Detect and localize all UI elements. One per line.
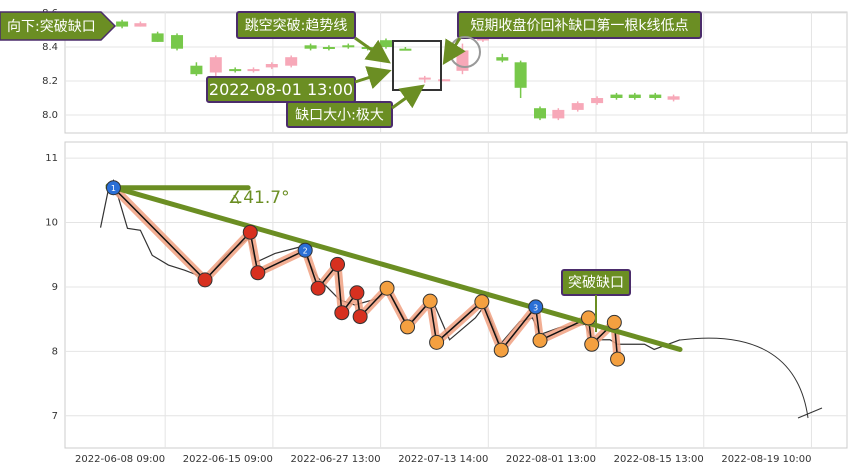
candle-body	[610, 94, 623, 98]
y-tick-label: 9	[52, 282, 58, 293]
y-tick-label: 8.4	[42, 42, 58, 53]
candle-body	[285, 57, 298, 66]
annotation: 2022-08-01 13:00	[209, 80, 353, 99]
candle-body	[628, 94, 641, 98]
candle-body	[151, 33, 164, 42]
pattern-line	[112, 187, 619, 360]
pattern-point	[606, 314, 622, 330]
projection-end	[797, 407, 823, 419]
arrow	[354, 36, 391, 64]
candle-body	[190, 65, 203, 75]
pattern-point	[105, 180, 121, 196]
x-tick-label: 2022-08-19 10:00	[721, 454, 811, 465]
pattern-point	[610, 351, 626, 367]
projection-arc	[679, 337, 809, 419]
y-tick-label: 7	[52, 411, 58, 422]
pattern-point	[580, 310, 596, 326]
candle-body	[534, 108, 547, 119]
candle-body	[571, 103, 584, 110]
pattern-point	[334, 305, 350, 321]
pattern-point	[349, 285, 365, 301]
annotation-box	[206, 76, 356, 103]
pattern-point	[493, 342, 509, 358]
candle-body	[304, 45, 317, 49]
pattern-point	[474, 294, 490, 310]
candle-body	[438, 79, 451, 82]
arrow	[442, 37, 466, 66]
candle-body	[399, 48, 412, 51]
annotation: 跳空突破:趋势线	[245, 18, 348, 34]
y-tick-label: 11	[45, 153, 58, 164]
candle-body	[379, 40, 392, 47]
pattern-point	[242, 224, 258, 240]
arrow	[354, 66, 392, 89]
candle-body	[591, 98, 604, 104]
candle-body	[265, 64, 278, 68]
pattern-point	[197, 272, 213, 288]
pattern-point	[584, 336, 600, 352]
candle-body	[171, 35, 184, 49]
pattern-point	[297, 242, 313, 258]
candle-body	[514, 62, 527, 88]
pattern-point	[250, 265, 266, 281]
point-label: 1	[111, 184, 116, 193]
pattern-point	[330, 256, 346, 272]
annotation: 突破缺口	[568, 275, 624, 291]
pattern-point	[310, 280, 326, 296]
y-tick-label: 10	[45, 218, 58, 229]
y-tick-label: 8.2	[42, 76, 58, 87]
candle-body	[552, 109, 565, 119]
bottom-panel	[64, 141, 848, 449]
pattern-point	[352, 309, 368, 325]
candle-body	[116, 21, 129, 27]
annotation-box	[236, 11, 356, 39]
y-tick-label: 8.0	[42, 110, 58, 121]
annotation: 向下:突破缺口	[7, 19, 96, 35]
pattern-point	[429, 334, 445, 350]
candle-body	[247, 69, 260, 72]
x-tick-label: 2022-06-27 13:00	[290, 454, 380, 465]
gap-box	[392, 40, 442, 91]
candle-body	[342, 45, 355, 48]
annotation: 缺口大小:极大	[295, 108, 384, 124]
candle-body	[418, 77, 431, 80]
candle-body	[209, 57, 222, 73]
pattern-point	[528, 299, 544, 315]
x-tick-label: 2022-07-13 14:00	[398, 454, 488, 465]
angle-label: ∡41.7°	[228, 188, 290, 208]
annotation: 短期收盘价回补缺口第一根k线低点	[470, 17, 688, 34]
point-label: 3	[533, 303, 538, 312]
candle-body	[322, 47, 335, 49]
annotation-box	[457, 11, 702, 39]
candle-body	[496, 57, 509, 61]
x-tick-label: 2022-08-15 13:00	[614, 454, 704, 465]
candle-body	[649, 94, 662, 98]
x-tick-label: 2022-08-01 13:00	[506, 454, 596, 465]
y-tick-label: 8	[52, 346, 58, 357]
x-tick-label: 2022-06-08 09:00	[75, 454, 165, 465]
annotation-box	[0, 11, 117, 41]
candle-body	[134, 23, 147, 27]
pattern-point	[422, 293, 438, 309]
candle-body	[667, 96, 680, 100]
pattern-point	[379, 280, 395, 296]
pattern-point	[532, 332, 548, 348]
top-panel	[64, 11, 848, 134]
candle-body	[476, 38, 489, 41]
x-tick-label: 2022-06-15 09:00	[183, 454, 273, 465]
arrow	[391, 84, 425, 110]
candle-body	[229, 69, 242, 72]
annotation-box	[286, 101, 393, 128]
point-label: 2	[303, 247, 308, 256]
pattern-point	[400, 319, 416, 335]
